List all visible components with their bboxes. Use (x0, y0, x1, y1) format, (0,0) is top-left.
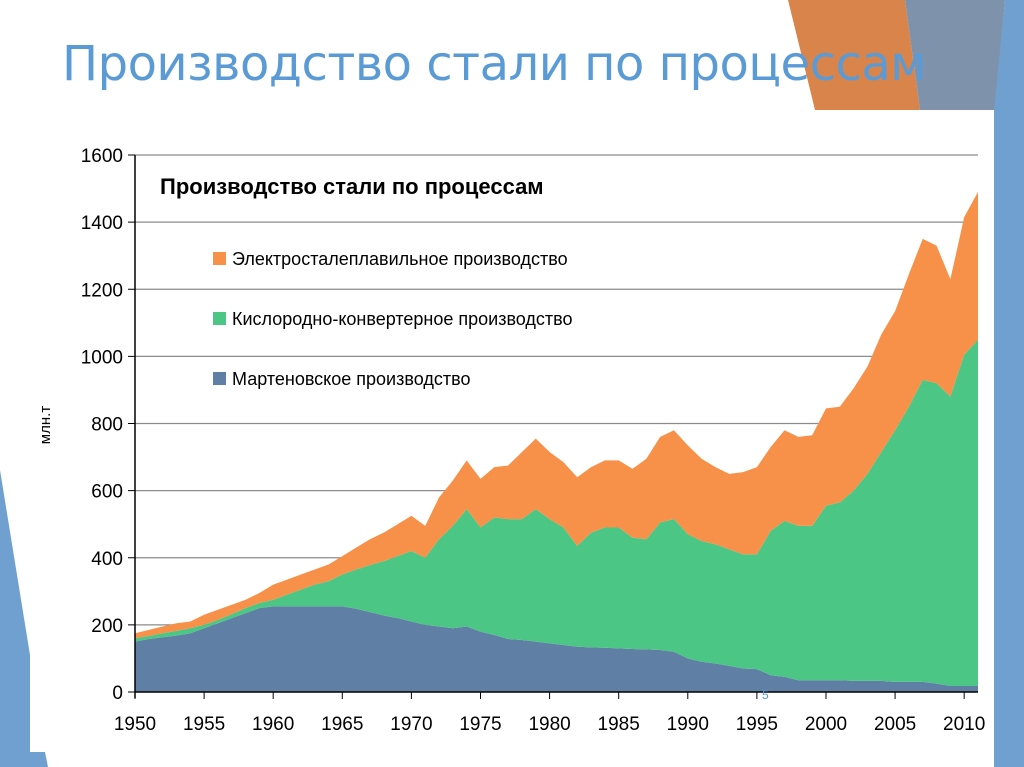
chart-title: Производство стали по процессам (160, 174, 544, 199)
x-tick-label: 1960 (252, 714, 294, 735)
area-series-2 (135, 191, 978, 639)
slide-title: Производство стали по процессам (62, 36, 927, 92)
x-tick-label: 1955 (183, 714, 225, 735)
x-tick-label: 1975 (459, 714, 501, 735)
x-tick-label: 1950 (114, 714, 156, 735)
area-series-1 (135, 339, 978, 686)
y-tick-label: 800 (91, 415, 123, 436)
deco-slate-band (905, 0, 1005, 110)
stacked-area-chart: 0 200 400 600 800 1000 1200 1400 1600 1950 1955 196… (37, 146, 985, 735)
y-tick-label: 200 (91, 616, 123, 637)
y-tick-label: 0 (112, 683, 123, 704)
legend-label: Мартеновское производство (232, 369, 470, 389)
x-tick-label: 1980 (528, 714, 570, 735)
axes: 0 200 400 600 800 1000 1200 1400 1600 1950 1955 196… (81, 146, 986, 735)
legend-label: Кислородно-конвертерное производство (232, 309, 573, 329)
legend-swatch (213, 372, 226, 385)
y-tick-label: 1000 (81, 347, 123, 368)
y-tick-label: 1400 (81, 213, 123, 234)
legend-label: Электросталеплавильное производство (232, 249, 568, 269)
x-tick-label: 1990 (667, 714, 709, 735)
legend: Электросталеплавильное производство Кисло… (213, 249, 573, 389)
x-tick-label: 1985 (598, 714, 640, 735)
page-number: 5 (762, 688, 769, 702)
deco-left-blue (0, 470, 48, 767)
y-tick-label: 600 (91, 482, 123, 503)
x-tick-label: 2010 (943, 714, 985, 735)
y-axis-label: млн.т (37, 406, 54, 445)
y-tick-label: 400 (91, 549, 123, 570)
area-series-0 (135, 606, 978, 692)
y-tick-label: 1600 (81, 146, 123, 167)
x-tick-label: 2000 (805, 714, 847, 735)
x-tick-label: 1995 (736, 714, 778, 735)
deco-blue-band (994, 0, 1024, 767)
x-tick-label: 2005 (874, 714, 916, 735)
legend-swatch (213, 312, 226, 325)
deco-orange-band (788, 0, 920, 110)
legend-swatch (213, 252, 226, 265)
chart-container: 0 200 400 600 800 1000 1200 1400 1600 1950 1955 196… (37, 110, 994, 767)
x-tick-label: 1965 (321, 714, 363, 735)
areas (135, 191, 978, 692)
y-tick-label: 1200 (81, 280, 123, 301)
x-tick-label: 1970 (390, 714, 432, 735)
